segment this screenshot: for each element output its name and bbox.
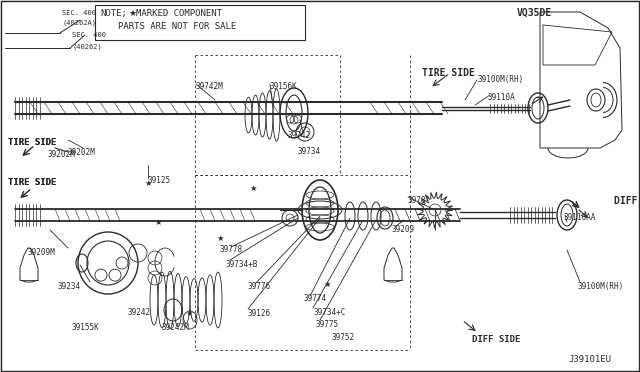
Text: NOTE;: NOTE; — [100, 9, 127, 18]
Text: 39110A: 39110A — [487, 93, 515, 102]
Text: 39156K: 39156K — [270, 82, 298, 91]
Text: ★: ★ — [128, 9, 136, 18]
Text: SEC. 400: SEC. 400 — [72, 32, 106, 38]
Text: 39776: 39776 — [247, 282, 270, 291]
Text: 39110AA: 39110AA — [564, 213, 596, 222]
Text: TIRE SIDE: TIRE SIDE — [8, 178, 56, 187]
Text: 39234: 39234 — [58, 282, 81, 291]
Text: DIFF SIDE: DIFF SIDE — [472, 335, 520, 344]
Text: 39742M: 39742M — [196, 82, 224, 91]
Text: TIRE SIDE: TIRE SIDE — [422, 68, 475, 78]
Text: 39742: 39742 — [287, 131, 310, 140]
Text: J39101EU: J39101EU — [568, 355, 611, 364]
Text: ★: ★ — [323, 279, 331, 289]
Text: ★: ★ — [144, 179, 152, 187]
Text: 39734+C: 39734+C — [313, 308, 346, 317]
Text: 39126: 39126 — [248, 309, 271, 318]
Text: 39209M: 39209M — [28, 248, 56, 257]
Text: MARKED COMPONENT: MARKED COMPONENT — [136, 9, 222, 18]
Text: 39209: 39209 — [392, 225, 415, 234]
Text: (40262): (40262) — [72, 43, 102, 49]
Text: 39775: 39775 — [316, 320, 339, 329]
Text: 39778: 39778 — [219, 245, 242, 254]
Text: 39242M: 39242M — [162, 323, 189, 332]
Text: TIRE SIDE: TIRE SIDE — [8, 138, 56, 147]
Text: ★: ★ — [185, 308, 193, 317]
Text: DIFF SIDE: DIFF SIDE — [614, 196, 640, 206]
Text: 39100M(RH): 39100M(RH) — [578, 282, 624, 291]
Text: 39100M(RH): 39100M(RH) — [477, 75, 524, 84]
Text: 39734+B: 39734+B — [226, 260, 259, 269]
Text: 39202M: 39202M — [48, 150, 76, 159]
Text: ★: ★ — [154, 218, 162, 227]
Text: 39774: 39774 — [303, 294, 326, 303]
Text: PARTS ARE NOT FOR SALE: PARTS ARE NOT FOR SALE — [118, 22, 236, 31]
Text: ★: ★ — [216, 234, 224, 243]
Bar — [95, 5, 305, 40]
Text: 39125: 39125 — [148, 176, 171, 185]
Text: SEC. 400: SEC. 400 — [62, 10, 96, 16]
Text: 39734: 39734 — [297, 147, 320, 156]
Text: 39752: 39752 — [331, 333, 354, 342]
Text: TIRE SIDE: TIRE SIDE — [8, 138, 56, 147]
Text: (40262A): (40262A) — [62, 20, 96, 26]
Text: ★: ★ — [249, 183, 257, 192]
Text: 39781: 39781 — [408, 196, 431, 205]
Text: TIRE SIDE: TIRE SIDE — [8, 178, 56, 187]
Text: 39155K: 39155K — [72, 323, 100, 332]
Text: 39242: 39242 — [128, 308, 151, 317]
Text: VQ35DE: VQ35DE — [517, 8, 552, 18]
Text: 39202M: 39202M — [68, 148, 96, 157]
